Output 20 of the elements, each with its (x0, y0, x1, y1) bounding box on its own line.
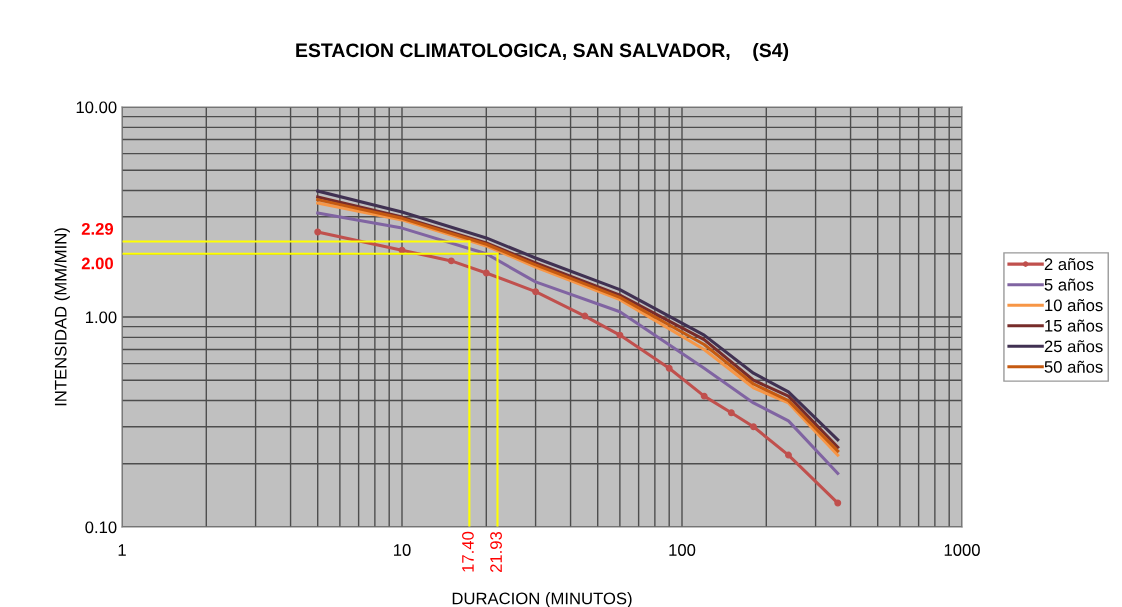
chart-title: ESTACION CLIMATOLOGICA, SAN SALVADOR, (S4) (296, 42, 789, 62)
legend-label: 10 años (1045, 299, 1103, 312)
ref-line-label: 2.00 (81, 257, 113, 270)
y-axis-title: INTENSIDAD (MM/MIN) (54, 228, 70, 406)
x-tick-label: 10 (394, 544, 411, 556)
x-tick-label: 100 (669, 544, 696, 556)
legend-label: 5 años (1044, 278, 1094, 291)
y-tick-label: 10.00 (76, 101, 117, 114)
legend-label: 50 años (1044, 360, 1103, 373)
ref-line-label: 17.40 (462, 531, 474, 572)
legend-label: 15 años (1045, 319, 1103, 332)
x-tick-label: 1000 (944, 544, 980, 556)
legend-label: 2 años (1044, 258, 1094, 271)
x-tick-label: 1 (118, 544, 126, 556)
x-axis-title: DURACION (MINUTOS) (452, 592, 632, 607)
y-tick-label: 1.00 (85, 311, 117, 324)
ref-line-label: 2.29 (81, 223, 114, 235)
ref-line-label: 21.93 (490, 531, 502, 573)
y-tick-label: 0.10 (85, 521, 117, 534)
legend-label: 25 años (1044, 340, 1103, 353)
